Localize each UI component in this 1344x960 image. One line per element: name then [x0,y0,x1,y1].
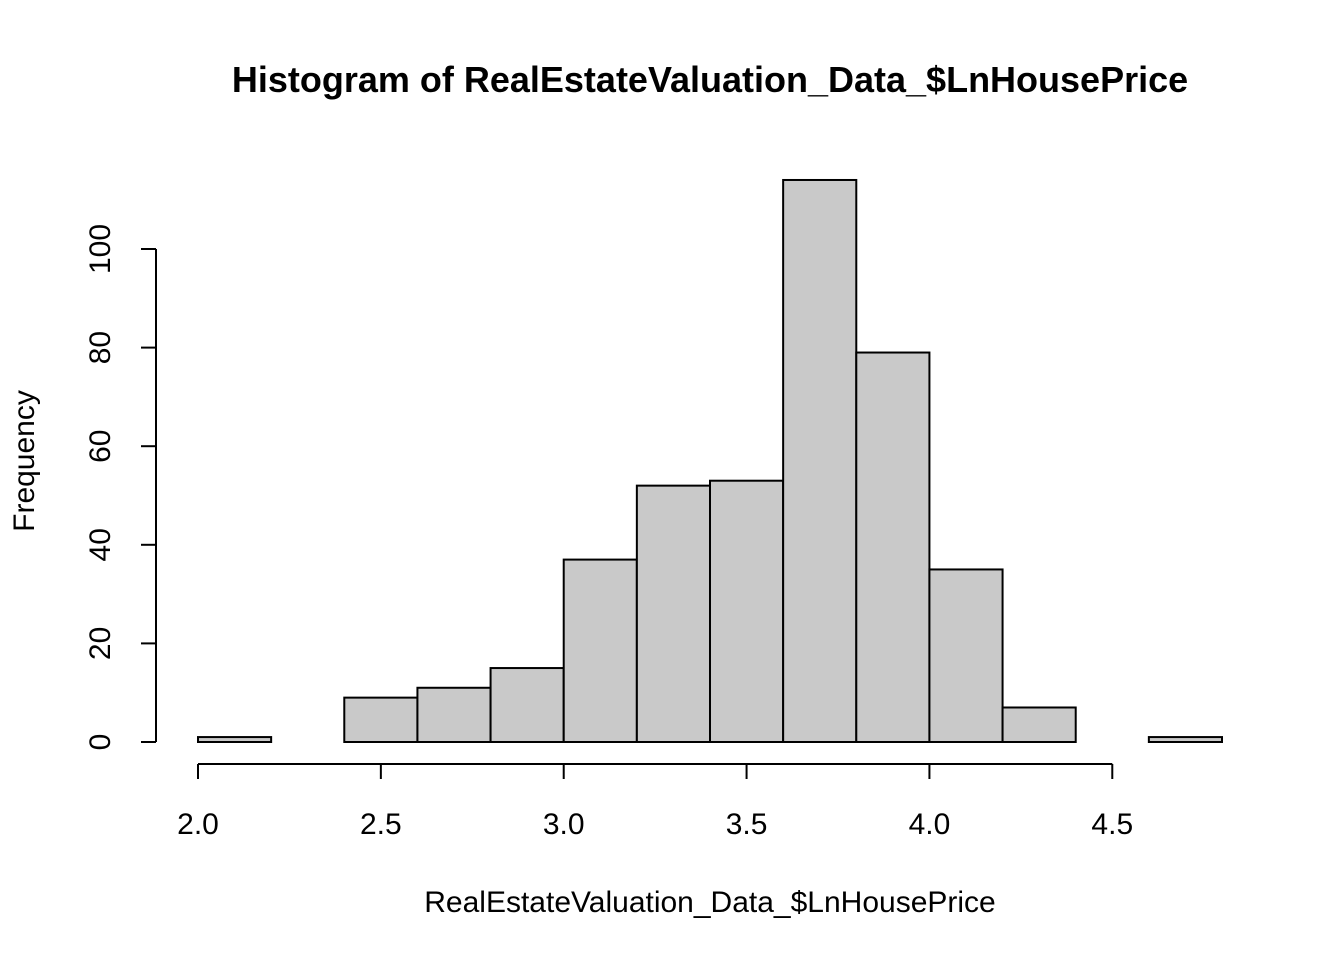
histogram-bar [416,686,492,744]
histogram-bar [928,568,1004,744]
histogram-bar [782,178,858,744]
x-axis-label: RealEstateValuation_Data_$LnHousePrice [424,886,995,919]
y-axis: 0 20 40 60 80 100 [84,224,157,751]
histogram-bar [562,558,638,744]
x-tick-label: 2.5 [360,808,402,841]
x-tick-label: 4.0 [909,808,951,841]
histogram-bar [489,667,565,743]
bars-group [197,178,1224,744]
histogram-bar [197,736,273,744]
histogram-bar [709,479,785,743]
x-tick-label: 4.5 [1091,808,1133,841]
y-tick-label: 60 [84,430,117,463]
y-tick-label: 80 [84,331,117,364]
y-tick-label: 0 [84,734,117,751]
x-tick-label: 2.0 [177,808,219,841]
y-tick-label: 40 [84,528,117,561]
histogram-bar [1147,736,1224,744]
histogram-bar [343,696,419,744]
x-axis: 2.0 2.5 3.0 3.5 4.0 4.5 [177,763,1133,841]
x-tick-label: 3.0 [543,808,585,841]
chart-title: Histogram of RealEstateValuation_Data_$L… [232,59,1188,100]
y-tick-label: 20 [84,627,117,660]
x-tick-label: 3.5 [726,808,768,841]
histogram-bar [635,484,711,743]
y-tick-label: 100 [84,224,117,274]
y-axis-label: Frequency [8,390,41,532]
histogram-bar [855,351,931,743]
histogram-bar [1001,706,1077,743]
